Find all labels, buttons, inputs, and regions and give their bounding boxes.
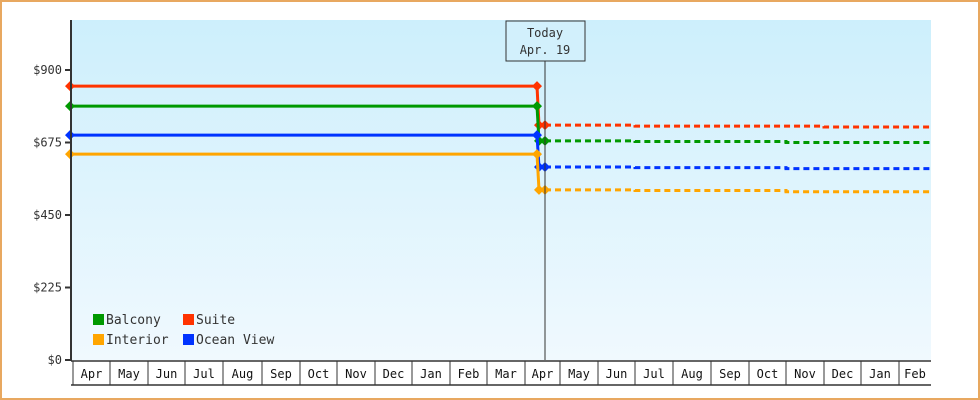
x-tick-label: May [118,367,140,381]
x-tick-label: Oct [308,367,330,381]
legend-label: Interior [106,333,169,348]
x-tick-label: Dec [383,367,405,381]
data-point-marker [532,130,542,141]
x-tick-label: Mar [495,367,517,381]
x-tick-label: Jul [643,367,665,381]
legend-swatch [93,314,104,325]
legend-item-balcony: Balcony [93,313,161,328]
y-tick-label: $225 [33,281,62,295]
x-tick-label: Aug [681,367,703,381]
data-point-marker [532,149,542,160]
legend-item-ocean-view: Ocean View [183,333,274,348]
legend-label: Ocean View [196,333,274,348]
x-tick-label: Jul [193,367,215,381]
legend-swatch [93,334,104,345]
x-tick-label: Apr [81,367,103,381]
data-point-marker [532,101,542,112]
x-tick-label: Jun [156,367,178,381]
x-tick-label: Sep [270,367,292,381]
legend-label: Balcony [106,313,161,328]
legend-item-suite: Suite [183,313,235,328]
legend-item-interior: Interior [93,333,169,348]
series-balcony [65,101,933,146]
plot-area [71,20,931,360]
x-tick-label: Jan [869,367,891,381]
x-tick-label: Feb [458,367,480,381]
forecast-line [545,188,933,194]
x-tick-label: Nov [345,367,367,381]
data-point-marker [534,184,544,195]
x-tick-label: Apr [532,367,554,381]
y-tick-label: $0 [48,353,62,367]
x-tick-label: Feb [904,367,926,381]
today-date: Apr. 19 [520,43,571,57]
x-tick-label: Nov [794,367,816,381]
legend-label: Suite [196,313,235,328]
forecast-line [545,123,933,129]
x-tick-label: Aug [232,367,254,381]
x-tick-label: Jun [606,367,628,381]
y-tick-label: $900 [33,63,62,77]
forecast-line [545,165,933,171]
x-tick-label: Sep [719,367,741,381]
y-tick-label: $450 [33,208,62,222]
legend-swatch [183,334,194,345]
forecast-line [545,139,933,145]
legend-swatch [183,314,194,325]
today-marker: Today Apr. 19 [505,20,586,360]
x-tick-label: Jan [420,367,442,381]
data-point-marker [532,81,542,92]
x-tick-label: Oct [757,367,779,381]
y-tick-label: $675 [33,136,62,150]
today-box [505,20,586,62]
x-tick-label: Dec [832,367,854,381]
today-label: Today [527,26,563,40]
x-tick-label: May [568,367,590,381]
